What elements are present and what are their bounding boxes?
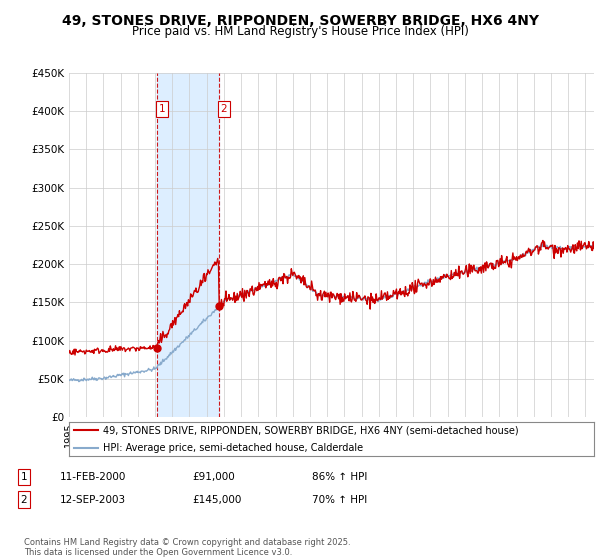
Text: 70% ↑ HPI: 70% ↑ HPI [312,494,367,505]
Text: 1: 1 [158,104,166,114]
Text: 11-FEB-2000: 11-FEB-2000 [60,472,127,482]
Text: 1: 1 [20,472,28,482]
Text: Price paid vs. HM Land Registry's House Price Index (HPI): Price paid vs. HM Land Registry's House … [131,25,469,38]
Bar [157,73,219,417]
Text: Contains HM Land Registry data © Crown copyright and database right 2025.
This d: Contains HM Land Registry data © Crown c… [24,538,350,557]
Text: £91,000: £91,000 [192,472,235,482]
Text: 49, STONES DRIVE, RIPPONDEN, SOWERBY BRIDGE, HX6 4NY: 49, STONES DRIVE, RIPPONDEN, SOWERBY BRI… [62,14,539,28]
Text: £145,000: £145,000 [192,494,241,505]
Text: HPI: Average price, semi-detached house, Calderdale: HPI: Average price, semi-detached house,… [103,443,363,452]
Text: 86% ↑ HPI: 86% ↑ HPI [312,472,367,482]
Text: 2: 2 [221,104,227,114]
Text: 49, STONES DRIVE, RIPPONDEN, SOWERBY BRIDGE, HX6 4NY (semi-detached house): 49, STONES DRIVE, RIPPONDEN, SOWERBY BRI… [103,426,519,435]
Text: 12-SEP-2003: 12-SEP-2003 [60,494,126,505]
Text: 2: 2 [20,494,28,505]
